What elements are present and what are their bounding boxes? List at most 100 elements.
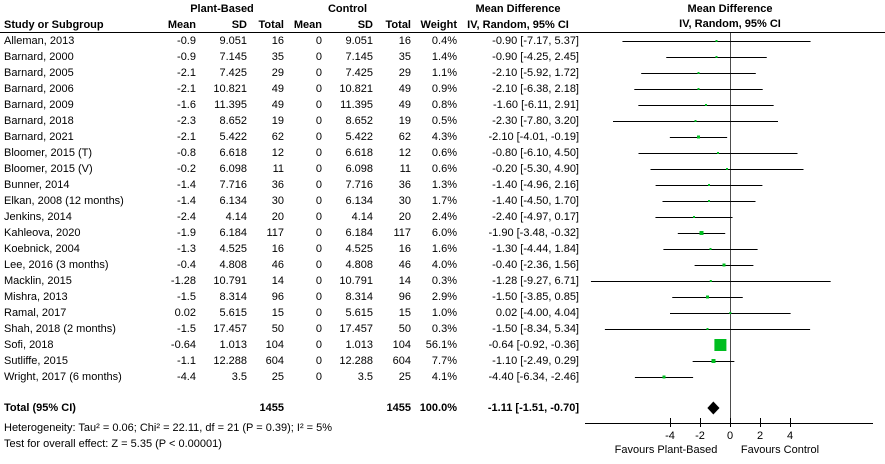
weight: 0.3%	[431, 275, 457, 287]
ctl-total: 604	[392, 355, 411, 367]
ctl-total: 49	[398, 99, 411, 111]
pb-sd: 6.184	[219, 227, 247, 239]
ctl-total: 14	[398, 275, 411, 287]
pb-sd: 5.615	[219, 307, 247, 319]
pb-total: 15	[271, 307, 284, 319]
col-header-iv-plot: IV, Random, 95% CI	[679, 18, 781, 30]
md-ci: -2.30 [-7.80, 3.20]	[492, 115, 579, 127]
weight: 0.6%	[431, 147, 457, 159]
study-row: Bloomer, 2015 (V) -0.2 6.098 11 0 6.098 11 0.6%…	[0, 161, 579, 177]
axis-tick-label: 2	[757, 430, 763, 442]
study-row: Wright, 2017 (6 months) -4.4 3.5 25 0 3.5 25 4.…	[0, 369, 579, 385]
pb-sd: 4.525	[219, 243, 247, 255]
pb-mean: -1.5	[177, 291, 196, 303]
weight: 4.0%	[431, 259, 457, 271]
weight: 1.7%	[431, 195, 457, 207]
pb-sd: 17.457	[213, 323, 247, 335]
effect-marker	[705, 104, 707, 106]
pb-mean: -1.5	[177, 323, 196, 335]
pb-total: 104	[265, 339, 284, 351]
pb-total: 11	[272, 163, 284, 175]
ctl-mean: 0	[315, 195, 322, 207]
md-ci: -0.40 [-2.36, 1.56]	[492, 259, 579, 271]
pb-mean: -2.1	[177, 131, 196, 143]
pb-total: 35	[271, 51, 284, 63]
study-name: Jenkins, 2014	[4, 211, 72, 223]
ctl-sd: 10.821	[339, 83, 373, 95]
effect-marker	[729, 312, 732, 314]
md-ci: -2.40 [-4.97, 0.17]	[492, 211, 579, 223]
pb-sd: 4.808	[219, 259, 247, 271]
effect-marker	[693, 216, 695, 218]
study-row: Jenkins, 2014 -2.4 4.14 20 0 4.14 20 2.4% -2.40 …	[0, 209, 579, 225]
ctl-sd: 11.395	[340, 99, 373, 111]
pb-sd: 3.5	[231, 371, 247, 383]
pb-total: 16	[271, 35, 284, 47]
pb-mean: -2.1	[177, 83, 196, 95]
ctl-total: 25	[398, 371, 411, 383]
effect-marker	[717, 152, 719, 154]
ctl-mean: 0	[315, 291, 322, 303]
pb-total: 19	[271, 115, 284, 127]
study-row: Barnard, 2000 -0.9 7.145 35 0 7.145 35 1.4% -0.9…	[0, 49, 579, 65]
pb-mean: -0.9	[177, 51, 196, 63]
study-name: Ramal, 2017	[4, 307, 67, 319]
study-name: Barnard, 2021	[4, 131, 74, 143]
pb-sd: 6.618	[219, 147, 247, 159]
pb-mean: -1.9	[177, 227, 196, 239]
favours-left-label: Favours Plant-Based	[615, 444, 718, 456]
ctl-total: 15	[398, 307, 411, 319]
ctl-total: 50	[398, 323, 411, 335]
study-name: Alleman, 2013	[4, 35, 75, 47]
summary-diamond	[707, 401, 720, 415]
total-row: Total (95% CI) 1455 1455 100.0% -1.11 [-…	[0, 400, 579, 416]
ctl-sd: 5.422	[345, 131, 373, 143]
study-name: Macklin, 2015	[4, 275, 72, 287]
col-header-pb-sd: SD	[231, 19, 247, 31]
md-ci: -0.80 [-6.10, 4.50]	[492, 147, 579, 159]
ctl-sd: 9.051	[345, 35, 373, 47]
pb-mean: -0.8	[177, 147, 196, 159]
spacer	[322, 400, 373, 416]
axis-tick-label: 4	[787, 430, 793, 442]
group-header-plant-based: Plant-Based	[190, 3, 254, 15]
pb-sd: 4.14	[225, 211, 247, 223]
pb-sd: 11.395	[214, 99, 247, 111]
md-ci: -1.60 [-6.11, 2.91]	[492, 99, 579, 111]
ctl-mean: 0	[315, 355, 322, 367]
md-ci: -1.10 [-2.49, 0.29]	[492, 355, 579, 367]
axis-tick-label: 0	[727, 430, 733, 442]
ctl-sd: 6.134	[345, 195, 373, 207]
col-header-study: Study or Subgroup	[4, 19, 104, 31]
effect-marker	[726, 168, 728, 170]
pb-mean: -0.9	[177, 35, 196, 47]
ctl-mean: 0	[315, 275, 322, 287]
pb-total: 20	[271, 211, 284, 223]
pb-mean: -4.4	[177, 371, 196, 383]
pb-mean: -1.4	[177, 179, 196, 191]
pb-total: 12	[271, 147, 284, 159]
effect-marker	[697, 88, 700, 90]
pb-total: 50	[271, 323, 284, 335]
col-header-ctl-total: Total	[385, 19, 411, 31]
weight: 2.4%	[431, 211, 457, 223]
ctl-mean: 0	[315, 147, 322, 159]
ctl-sd: 8.314	[345, 291, 373, 303]
ctl-sd: 17.457	[339, 323, 373, 335]
md-ci: -0.90 [-4.25, 2.45]	[492, 51, 579, 63]
md-ci: -0.64 [-0.92, -0.36]	[488, 339, 580, 351]
pb-mean: -0.2	[177, 163, 196, 175]
pb-mean: -1.1	[177, 355, 196, 367]
weight: 56.1%	[425, 339, 457, 351]
total-pb-participants: 1455	[259, 402, 284, 414]
pb-total: 46	[271, 259, 284, 271]
overall-effect-note: Test for overall effect: Z = 5.35 (P < 0…	[4, 438, 222, 450]
study-row: Sofi, 2018 -0.64 1.013 104 0 1.013 104 56.1% -0.…	[0, 337, 579, 353]
study-name: Wright, 2017 (6 months)	[4, 371, 122, 383]
pb-total: 117	[266, 227, 284, 239]
ctl-mean: 0	[315, 131, 322, 143]
pb-total: 36	[271, 179, 284, 191]
study-row: Koebnick, 2004 -1.3 4.525 16 0 4.525 16 1.6% -1.…	[0, 241, 579, 257]
ctl-mean: 0	[315, 227, 322, 239]
study-name: Barnard, 2018	[4, 115, 74, 127]
